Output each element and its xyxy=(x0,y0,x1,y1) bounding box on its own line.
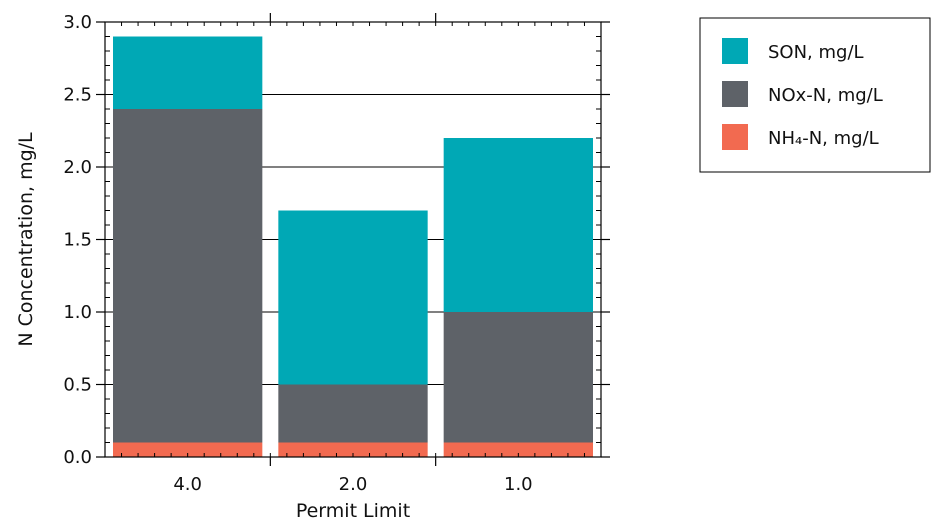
bar-segment xyxy=(443,442,593,457)
bar-segments xyxy=(113,36,593,457)
y-tick-label: 1.5 xyxy=(63,230,92,251)
legend-label: NH₄-N, mg/L xyxy=(768,128,879,149)
bar-segment xyxy=(278,210,428,385)
legend-swatch xyxy=(722,124,748,150)
x-axis-title: Permit Limit xyxy=(296,500,410,522)
y-tick-label: 2.0 xyxy=(63,157,92,178)
x-tick-label: 2.0 xyxy=(339,474,368,495)
bar-segment xyxy=(443,138,593,312)
y-tick-label: 2.5 xyxy=(63,85,92,106)
y-axis-title: N Concentration, mg/L xyxy=(15,132,37,347)
legend-label: SON, mg/L xyxy=(768,42,864,63)
legend-label: NOx-N, mg/L xyxy=(768,85,883,106)
y-tick-label: 0.0 xyxy=(63,447,92,468)
y-tick-label: 3.0 xyxy=(63,12,92,33)
legend-swatch xyxy=(722,81,748,107)
y-tick-label: 1.0 xyxy=(63,302,92,323)
bar-segment xyxy=(443,312,593,443)
bar-segment xyxy=(113,36,263,109)
bar-segment xyxy=(113,442,263,457)
y-tick-labels: 0.0 0.5 1.0 1.5 2.0 2.5 3.0 xyxy=(63,12,92,468)
bar-segment xyxy=(278,442,428,457)
y-tick-label: 0.5 xyxy=(63,375,92,396)
x-tick-labels: 4.0 2.0 1.0 xyxy=(173,474,532,495)
x-tick-label: 4.0 xyxy=(173,474,202,495)
legend: SON, mg/L NOx-N, mg/L NH₄-N, mg/L xyxy=(699,17,931,173)
x-tick-label: 1.0 xyxy=(504,474,533,495)
legend-swatch xyxy=(722,38,748,64)
axis-ticks xyxy=(96,13,610,466)
bar-segment xyxy=(113,109,263,443)
bar-segment xyxy=(278,384,428,443)
